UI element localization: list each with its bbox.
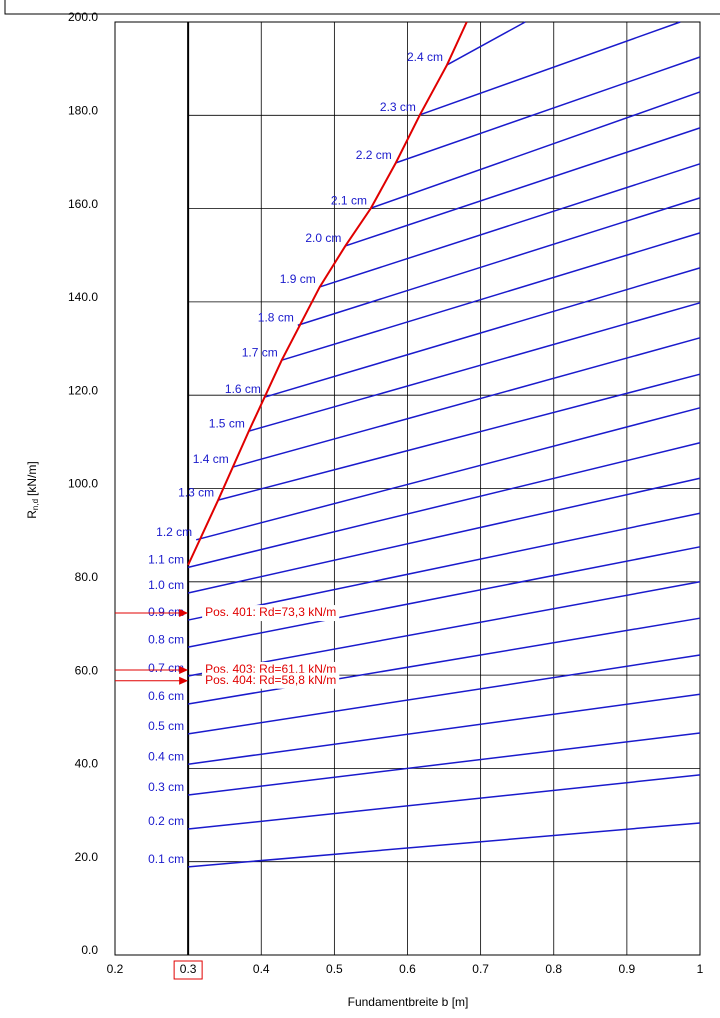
y-tick-label: 140.0 xyxy=(68,290,98,304)
annotation-text: Pos. 401: Rd=73,3 kN/m xyxy=(205,605,336,619)
arrow-head xyxy=(179,609,189,618)
series-label: 0.9 cm xyxy=(148,605,184,619)
settlement-line xyxy=(188,693,701,765)
settlement-line xyxy=(187,512,701,621)
y-tick-label: 120.0 xyxy=(68,383,98,397)
settlement-line xyxy=(232,337,701,468)
y-tick-label: 40.0 xyxy=(75,757,99,771)
x-axis-label: Fundamentbreite b [m] xyxy=(348,995,469,1009)
settlement-line xyxy=(188,732,701,796)
series-label: 1.1 cm xyxy=(148,553,184,567)
settlement-line xyxy=(188,774,701,830)
y-tick-label: 160.0 xyxy=(68,197,98,211)
highlight-box xyxy=(173,960,203,980)
series-label: 1.8 cm xyxy=(258,310,294,324)
settlement-line xyxy=(217,373,701,501)
arrow-head xyxy=(179,665,189,674)
series-label: 2.3 cm xyxy=(380,100,416,114)
y-label-symbol: R xyxy=(25,510,39,519)
y-tick-label: 60.0 xyxy=(75,663,99,677)
x-tick-label: 0.9 xyxy=(619,962,636,976)
settlement-line xyxy=(297,197,701,326)
series-label: 2.2 cm xyxy=(356,148,392,162)
settlement-line xyxy=(264,267,701,398)
settlement-line xyxy=(187,546,701,648)
x-tick-label: 0.8 xyxy=(545,962,562,976)
y-label-unit: [kN/m] xyxy=(25,461,39,496)
series-label: 1.3 cm xyxy=(178,485,214,499)
series-label: 1.0 cm xyxy=(148,578,184,592)
y-tick-label: 180.0 xyxy=(68,103,98,117)
x-tick-label: 0.7 xyxy=(472,962,489,976)
y-tick-label: 200.0 xyxy=(68,10,98,24)
series-label: 1.9 cm xyxy=(280,272,316,286)
x-tick-label: 0.5 xyxy=(326,962,343,976)
settlement-line xyxy=(281,232,701,361)
settlement-line xyxy=(187,581,701,677)
annotation-text: Pos. 403: Rd=61,1 kN/m xyxy=(205,662,336,676)
y-tick-label: 20.0 xyxy=(75,850,99,864)
annotation-bg xyxy=(202,672,340,689)
settlement-line xyxy=(345,127,701,247)
x-tick-label: 1 xyxy=(697,962,704,976)
series-label: 1.7 cm xyxy=(242,345,278,359)
settlement-line xyxy=(419,21,681,116)
settlement-line xyxy=(187,442,701,569)
series-label: 0.3 cm xyxy=(148,780,184,794)
y-label-subscript: n,d xyxy=(31,499,40,510)
frame-fragment xyxy=(4,0,720,15)
series-label: 0.4 cm xyxy=(148,749,184,763)
series-label: 0.8 cm xyxy=(148,632,184,646)
series-label: 0.1 cm xyxy=(148,852,184,866)
y-axis-label: Rn,d [kN/m] xyxy=(25,461,40,518)
x-tick-label: 0.4 xyxy=(253,962,270,976)
series-label: 2.1 cm xyxy=(331,193,367,207)
series-label: 0.6 cm xyxy=(148,689,184,703)
annotation-bg xyxy=(202,605,340,622)
settlement-line xyxy=(319,163,701,288)
series-label: 0.5 cm xyxy=(148,719,184,733)
settlement-line xyxy=(446,21,526,66)
boundary-curve xyxy=(187,21,468,566)
settlement-line xyxy=(188,617,701,705)
series-label: 1.5 cm xyxy=(209,416,245,430)
x-tick-label: 0.3 xyxy=(180,962,197,976)
settlement-line xyxy=(188,654,701,735)
series-label: 2.0 cm xyxy=(305,231,341,245)
settlement-line xyxy=(195,407,701,541)
series-label: 1.6 cm xyxy=(225,382,261,396)
settlement-line xyxy=(370,91,701,209)
y-tick-label: 80.0 xyxy=(75,570,99,584)
series-label: 0.2 cm xyxy=(148,814,184,828)
y-tick-label: 0.0 xyxy=(81,943,98,957)
settlement-line xyxy=(395,56,701,164)
series-label: 0.7 cm xyxy=(148,661,184,675)
x-tick-label: 0.6 xyxy=(399,962,416,976)
arrow-head xyxy=(179,676,189,685)
x-tick-label: 0.2 xyxy=(107,962,124,976)
series-label: 1.2 cm xyxy=(156,525,192,539)
settlement-line xyxy=(248,302,701,432)
annotation-text: Pos. 404: Rd=58,8 kN/m xyxy=(205,673,336,687)
series-label: 2.4 cm xyxy=(407,50,443,64)
settlement-line xyxy=(188,822,701,868)
settlement-line xyxy=(187,477,701,594)
series-label: 1.4 cm xyxy=(193,452,229,466)
y-tick-label: 100.0 xyxy=(68,477,98,491)
